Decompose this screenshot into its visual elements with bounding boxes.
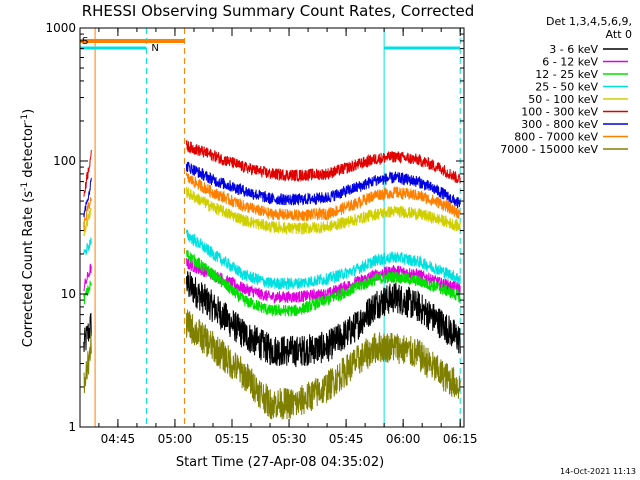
x-tick-label: 05:45 — [329, 432, 364, 446]
y-axis-label-sup2: -1 — [20, 114, 30, 123]
series-line-pre — [83, 149, 92, 197]
series-line-pre — [83, 332, 92, 394]
y-axis-label: Corrected Count Rate (s-1 detector-1) — [20, 109, 36, 347]
y-tick-label: 1 — [68, 420, 76, 434]
series-line — [185, 161, 461, 209]
series-line-pre — [83, 312, 92, 353]
series-line — [185, 172, 461, 222]
x-tick-label: 04:45 — [101, 432, 136, 446]
night-label: N — [151, 43, 158, 54]
y-axis-label-sup1: -1 — [20, 182, 30, 191]
legend-label: 100 - 300 keV — [521, 106, 598, 119]
legend-label: 800 - 7000 keV — [514, 131, 598, 144]
y-axis-label-mid: detector — [21, 122, 36, 182]
legend-label: 25 - 50 keV — [535, 81, 598, 94]
y-tick-label: 10 — [61, 287, 76, 301]
series-line — [185, 271, 461, 368]
series-line — [185, 186, 461, 236]
series-line-pre — [83, 237, 92, 256]
series-line — [185, 229, 461, 291]
legend-label: 12 - 25 keV — [535, 68, 598, 81]
x-axis-label: Start Time (27-Apr-08 04:35:02) — [176, 455, 384, 470]
saa-label: S — [82, 36, 88, 47]
y-tick-label: 1000 — [45, 21, 76, 35]
y-axis: 1 10 100 1000 — [45, 21, 464, 434]
x-tick-label: 06:15 — [443, 432, 478, 446]
y-axis-label-end: ) — [21, 109, 36, 114]
render-timestamp: 14-Oct-2021 11:13 — [560, 467, 636, 476]
series-line-pre — [83, 207, 92, 237]
x-tick-label: 05:00 — [158, 432, 193, 446]
y-tick-label: 100 — [53, 154, 76, 168]
legend-label: 50 - 100 keV — [528, 93, 598, 106]
series-line — [185, 140, 461, 184]
legend-header-attenuator: Att 0 — [606, 28, 632, 41]
x-axis: 04:45 05:00 05:15 05:30 05:45 06:00 06:15 — [98, 28, 478, 446]
series-line — [185, 250, 461, 317]
series-line — [185, 309, 461, 420]
legend-label: 300 - 800 keV — [521, 118, 598, 131]
series-line-pre — [83, 177, 92, 218]
x-tick-label: 06:00 — [386, 432, 421, 446]
series-line-pre — [83, 196, 92, 231]
x-tick-label: 05:30 — [272, 432, 307, 446]
series-line-pre — [83, 263, 92, 292]
legend-label: 7000 - 15000 keV — [500, 143, 598, 156]
legend-label: 3 - 6 keV — [549, 43, 598, 56]
legend-header-detectors: Det 1,3,4,5,6,9, — [546, 15, 632, 28]
x-tick-label: 05:15 — [215, 432, 250, 446]
legend-label: 6 - 12 keV — [542, 56, 598, 69]
plot-frame — [79, 27, 465, 428]
chart-title: RHESSI Observing Summary Count Rates, Co… — [82, 2, 475, 20]
y-axis-label-main: Corrected Count Rate (s — [21, 191, 36, 348]
marker-layer: SN — [80, 28, 461, 427]
